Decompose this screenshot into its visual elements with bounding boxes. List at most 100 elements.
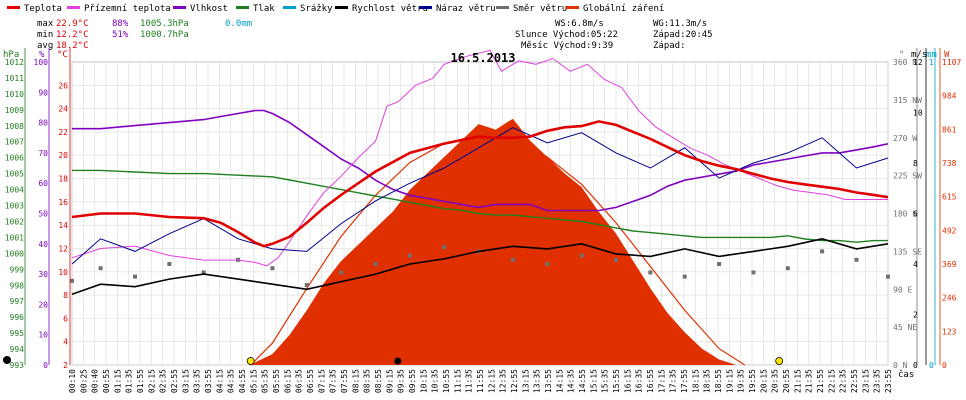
stat-max-label: max (37, 19, 54, 29)
x-tick-36: 11:55 (476, 369, 485, 393)
moonset-info: Západ: (653, 41, 686, 51)
temperature-tick-11: 24 (58, 105, 68, 114)
x-tick-38: 12:35 (499, 369, 508, 393)
x-tick-11: 03:35 (193, 369, 202, 393)
direction-tick-7: 315 NW (893, 96, 922, 105)
legend-swatch-0 (7, 6, 20, 9)
temperature-tick-0: 2 (63, 361, 68, 370)
dir-point-17 (648, 270, 653, 275)
x-tick-40: 13:15 (521, 369, 530, 393)
unit-pressure: hPa (3, 50, 19, 60)
x-tick-60: 19:55 (748, 369, 757, 393)
legend-swatch-6 (419, 6, 432, 9)
pressure-tick-11: 1004 (5, 186, 24, 195)
pressure-tick-17: 1010 (5, 90, 24, 99)
legend-swatch-4 (283, 6, 296, 9)
x-tick-59: 19:35 (737, 369, 746, 393)
x-tick-23: 07:35 (329, 369, 338, 393)
x-tick-48: 15:55 (612, 369, 621, 393)
series-ground-temp (71, 49, 888, 267)
dir-point-21 (785, 266, 790, 271)
x-tick-51: 16:55 (646, 369, 655, 393)
dir-point-2 (132, 274, 137, 279)
wind-tick-5: 10 (913, 109, 923, 118)
dir-point-18 (682, 274, 687, 279)
stat-max-press: 1005.3hPa (140, 19, 189, 29)
x-tick-46: 15:15 (589, 369, 598, 393)
x-axis: 00:10 00:25 00:40 00:55 01:15 01:35 01:55 02:15… (68, 369, 893, 393)
dir-point-20 (751, 270, 756, 275)
dir-point-14 (545, 262, 550, 266)
radiation-tick-4: 492 (942, 226, 957, 235)
x-tick-50: 16:35 (635, 369, 644, 393)
x-tick-10: 03:15 (181, 369, 190, 393)
x-tick-1: 00:25 (79, 369, 88, 393)
direction-tick-8: 360 N (893, 58, 917, 67)
legend-swatch-3 (236, 6, 249, 9)
humidity-tick-0: 0 (43, 361, 48, 370)
stat-max-rain: 0.0mm (225, 19, 252, 29)
x-tick-68: 22:35 (839, 369, 848, 393)
stat-min-press: 1000.7hPa (140, 30, 189, 40)
sunset-marker (775, 357, 784, 365)
x-tick-37: 12:15 (487, 369, 496, 393)
temperature-tick-4: 10 (58, 268, 68, 277)
temperature-tick-10: 22 (58, 128, 68, 137)
x-tick-61: 20:15 (759, 369, 768, 393)
x-tick-15: 04:55 (238, 369, 247, 393)
sunset-info: Západ:20:45 (653, 30, 713, 40)
pressure-tick-12: 1005 (5, 170, 24, 179)
pressure-tick-15: 1008 (5, 122, 24, 131)
wind-gust-info: WG:11.3m/s (653, 19, 707, 29)
moonrise-info: Měsíc Východ:9:39 (521, 41, 613, 51)
pressure-tick-9: 1002 (5, 217, 24, 226)
x-tick-18: 05:55 (272, 369, 281, 393)
wind-tick-3: 6 (913, 210, 918, 219)
unit-direction: ° (899, 50, 904, 60)
wind-tick-0: 0 (913, 361, 918, 370)
x-tick-14: 04:35 (227, 369, 236, 393)
chart-date-title: 16.5.2013 (450, 51, 515, 65)
radiation-tick-1: 123 (942, 327, 957, 336)
x-tick-47: 15:35 (601, 369, 610, 393)
radiation-tick-2: 246 (942, 294, 957, 303)
x-tick-62: 20:35 (771, 369, 780, 393)
pressure-tick-14: 1007 (5, 138, 24, 147)
pressure-tick-13: 1006 (5, 154, 24, 163)
unit-wind: m/s (911, 50, 927, 60)
x-tick-63: 20:55 (782, 369, 791, 393)
humidity-tick-5: 50 (38, 210, 48, 219)
x-tick-20: 06:35 (295, 369, 304, 393)
stat-min-hum: 51% (112, 30, 129, 40)
stat-min-temp: 12.2°C (56, 30, 89, 40)
temperature-tick-2: 6 (63, 314, 68, 323)
x-tick-54: 17:55 (680, 369, 689, 393)
legend-label-5: Rychlost větru (352, 4, 428, 14)
legend-swatch-8 (566, 6, 579, 9)
x-tick-56: 18:35 (703, 369, 712, 393)
pressure-tick-1: 994 (10, 345, 25, 354)
x-tick-31: 10:15 (419, 369, 428, 393)
pressure-tick-18: 1011 (5, 74, 24, 83)
x-tick-21: 06:55 (306, 369, 315, 393)
plot-area (3, 49, 890, 366)
pressure-tick-16: 1009 (5, 106, 24, 115)
x-tick-27: 08:55 (374, 369, 383, 393)
x-tick-33: 10:55 (442, 369, 451, 393)
dir-point-8 (339, 270, 344, 275)
humidity-tick-10: 100 (34, 58, 49, 67)
pressure-tick-2: 995 (10, 329, 25, 338)
humidity-tick-6: 60 (38, 179, 48, 188)
radiation-tick-8: 984 (942, 92, 957, 101)
humidity-tick-2: 20 (38, 300, 48, 309)
chart-legend: Teplota Přízemní teplota Vlhkost Tlak Srážky… (7, 4, 664, 14)
radiation-tick-3: 369 (942, 260, 957, 269)
legend-swatch-7 (496, 6, 509, 9)
x-tick-3: 00:55 (102, 369, 111, 393)
pressure-tick-6: 999 (10, 265, 25, 274)
x-tick-16: 05:15 (249, 369, 258, 393)
legend-swatch-1 (67, 6, 80, 9)
legend-label-2: Vlhkost (190, 4, 228, 14)
temperature-tick-6: 14 (58, 221, 68, 230)
